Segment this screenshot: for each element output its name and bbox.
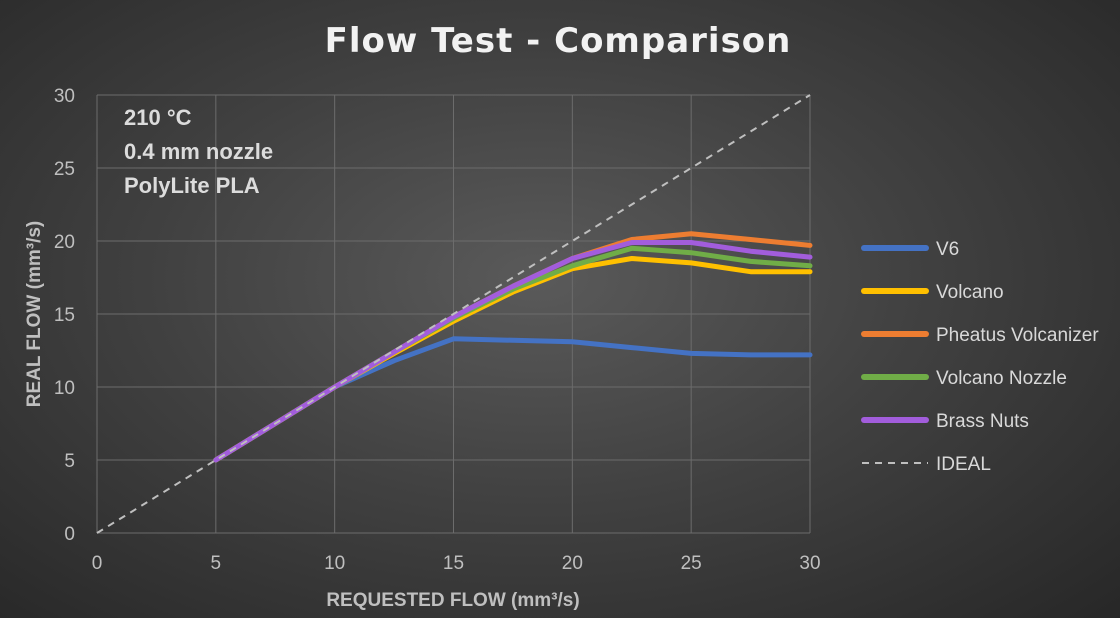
y-tick-label: 20 <box>54 232 75 253</box>
x-tick-labels: 0 5 10 15 20 25 30 <box>92 553 821 574</box>
series-line-v6 <box>213 336 813 463</box>
legend-label: Brass Nuts <box>936 411 1029 432</box>
legend-label: V6 <box>936 239 959 260</box>
y-tick-labels: 0 5 10 15 20 25 30 <box>54 86 75 545</box>
x-tick-label: 15 <box>443 553 464 574</box>
x-tick-label: 0 <box>92 553 103 574</box>
x-tick-label: 10 <box>324 553 345 574</box>
y-tick-label: 15 <box>54 305 75 326</box>
series-line-ideal <box>96 94 811 534</box>
y-tick-label: 10 <box>54 378 75 399</box>
y-axis-title: REAL FLOW (mm³/s) <box>24 221 45 407</box>
annotation-line: 0.4 mm nozzle <box>124 139 273 164</box>
x-tick-label: 5 <box>211 553 222 574</box>
legend-label: Volcano <box>936 282 1004 303</box>
chart-annotations: 210 °C 0.4 mm nozzle PolyLite PLA <box>124 105 273 198</box>
series-line-brass-nuts <box>213 240 813 463</box>
series-lines <box>96 94 813 534</box>
x-tick-label: 20 <box>562 553 583 574</box>
x-tick-label: 25 <box>681 553 702 574</box>
x-axis-title: REQUESTED FLOW (mm³/s) <box>326 590 579 611</box>
y-tick-label: 25 <box>54 159 75 180</box>
annotation-line: PolyLite PLA <box>124 173 260 198</box>
legend-label: Volcano Nozzle <box>936 368 1067 389</box>
legend-label: Pheatus Volcanizer <box>936 325 1099 346</box>
legend-label: IDEAL <box>936 454 991 475</box>
annotation-line: 210 °C <box>124 105 192 130</box>
y-tick-label: 5 <box>64 451 75 472</box>
gridlines <box>96 94 811 534</box>
y-tick-label: 0 <box>64 524 75 545</box>
legend: V6 Volcano Pheatus Volcanizer Volcano Nozzl… <box>861 239 1099 475</box>
x-tick-label: 30 <box>799 553 820 574</box>
y-tick-label: 30 <box>54 86 75 107</box>
chart-title: Flow Test - Comparison <box>325 21 792 61</box>
